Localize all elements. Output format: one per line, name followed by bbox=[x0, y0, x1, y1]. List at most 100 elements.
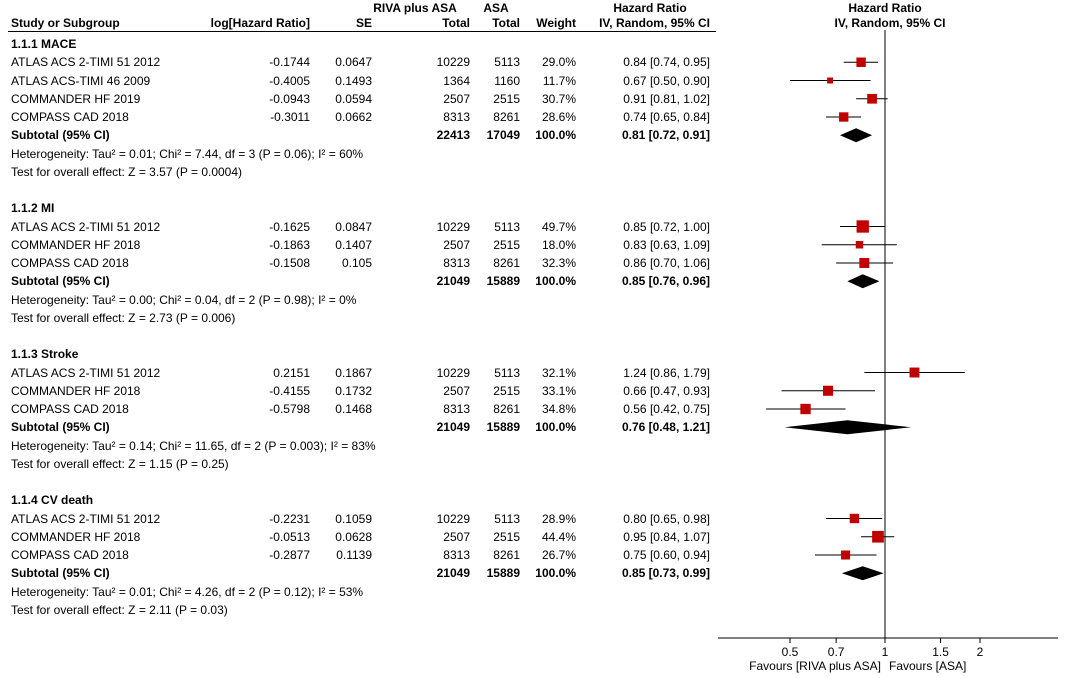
study-total-trt: 10229 bbox=[436, 511, 470, 526]
study-total-trt: 1364 bbox=[443, 73, 470, 88]
subtotal-diamond bbox=[784, 420, 912, 435]
study-total-trt: 8313 bbox=[443, 110, 470, 124]
study-se: 0.1732 bbox=[335, 383, 372, 398]
study-se: 0.0594 bbox=[335, 91, 372, 106]
study-name: COMPASS CAD 2018 bbox=[11, 402, 129, 416]
header-forest-ci: IV, Random, 95% CI bbox=[834, 16, 946, 30]
study-total-trt: 2507 bbox=[443, 529, 470, 544]
heterogeneity-text: Heterogeneity: Tau² = 0.14; Chi² = 11.65… bbox=[11, 438, 376, 453]
study-name: COMPASS CAD 2018 bbox=[11, 256, 129, 270]
study-loghr: -0.1625 bbox=[269, 219, 310, 234]
study-ci: 0.83 [0.63, 1.09] bbox=[623, 237, 710, 252]
subtotal-diamond bbox=[841, 566, 884, 581]
study-ci: 0.85 [0.72, 1.00] bbox=[623, 219, 710, 234]
x-label-favours-control: Favours [ASA] bbox=[889, 659, 966, 673]
study-name: COMMANDER HF 2019 bbox=[11, 91, 141, 106]
study-loghr: -0.1508 bbox=[269, 256, 310, 270]
study-se: 0.1407 bbox=[335, 237, 372, 252]
study-loghr: 0.2151 bbox=[273, 365, 310, 380]
study-se: 0.1468 bbox=[335, 402, 372, 416]
study-total-ctl: 8261 bbox=[493, 256, 520, 270]
subgroup-title: 1.1.3 Stroke bbox=[11, 347, 79, 362]
x-tick-label: 1 bbox=[882, 645, 889, 659]
study-ci: 0.56 [0.42, 0.75] bbox=[623, 402, 710, 416]
study-marker bbox=[856, 220, 869, 233]
study-total-ctl: 2515 bbox=[493, 529, 520, 544]
study-name: COMPASS CAD 2018 bbox=[11, 548, 129, 562]
study-total-ctl: 8261 bbox=[493, 402, 520, 416]
study-total-ctl: 8261 bbox=[493, 548, 520, 562]
x-tick-label: 0.7 bbox=[828, 645, 845, 659]
subtotal-ci: 0.85 [0.76, 0.96] bbox=[621, 274, 710, 289]
study-marker bbox=[867, 93, 877, 104]
subtotal-diamond bbox=[847, 274, 880, 289]
header-hazard-ratio: Hazard Ratio bbox=[613, 1, 687, 15]
study-total-trt: 2507 bbox=[443, 383, 470, 398]
study-se: 0.1867 bbox=[335, 365, 372, 380]
subtotal-ci: 0.81 [0.72, 0.91] bbox=[621, 128, 710, 143]
study-total-trt: 2507 bbox=[443, 91, 470, 106]
x-tick-label: 2 bbox=[977, 645, 984, 659]
study-ci: 0.86 [0.70, 1.06] bbox=[623, 256, 710, 270]
header-se: SE bbox=[355, 16, 372, 30]
study-total-trt: 10229 bbox=[436, 365, 470, 380]
study-weight: 33.1% bbox=[541, 383, 576, 398]
study-marker bbox=[856, 57, 866, 67]
header-group-asa: ASA bbox=[483, 1, 509, 15]
study-loghr: -0.2231 bbox=[269, 511, 310, 526]
study-se: 0.1059 bbox=[335, 511, 372, 526]
subtotal-label: Subtotal (95% CI) bbox=[11, 566, 110, 581]
subtotal-ci: 0.85 [0.73, 0.99] bbox=[621, 566, 710, 581]
study-name: COMMANDER HF 2018 bbox=[11, 383, 141, 398]
subtotal-label: Subtotal (95% CI) bbox=[11, 420, 110, 435]
subtotal-diamond bbox=[839, 128, 873, 143]
study-loghr: -0.0943 bbox=[269, 91, 310, 106]
study-loghr: -0.4155 bbox=[269, 383, 310, 398]
study-se: 0.0662 bbox=[335, 110, 372, 124]
subtotal-weight: 100.0% bbox=[535, 128, 576, 143]
study-marker bbox=[800, 403, 811, 415]
subgroup-title: 1.1.1 MACE bbox=[11, 37, 77, 51]
study-name: ATLAS ACS-TIMI 46 2009 bbox=[11, 73, 151, 88]
subtotal-total-ctl: 15889 bbox=[486, 274, 520, 289]
study-loghr: -0.1744 bbox=[269, 55, 310, 70]
x-tick-label: 1.5 bbox=[932, 645, 949, 659]
overall-effect-text: Test for overall effect: Z = 2.73 (P = 0… bbox=[11, 310, 236, 325]
study-ci: 0.84 [0.74, 0.95] bbox=[623, 55, 710, 70]
study-marker bbox=[841, 550, 851, 560]
study-marker bbox=[839, 112, 849, 122]
study-weight: 29.0% bbox=[541, 55, 576, 70]
subtotal-total-trt: 21049 bbox=[436, 420, 470, 435]
study-weight: 26.7% bbox=[541, 548, 576, 562]
study-se: 0.1139 bbox=[336, 548, 372, 562]
study-weight: 32.1% bbox=[541, 365, 576, 380]
heterogeneity-text: Heterogeneity: Tau² = 0.01; Chi² = 4.26,… bbox=[11, 584, 364, 599]
study-loghr: -0.1863 bbox=[269, 237, 310, 252]
overall-effect-text: Test for overall effect: Z = 2.11 (P = 0… bbox=[11, 602, 228, 617]
study-total-ctl: 2515 bbox=[493, 91, 520, 106]
study-total-ctl: 8261 bbox=[493, 110, 520, 124]
overall-effect-text: Test for overall effect: Z = 1.15 (P = 0… bbox=[11, 456, 229, 471]
overall-effect-text: Test for overall effect: Z = 3.57 (P = 0… bbox=[11, 164, 243, 179]
study-marker bbox=[859, 258, 870, 268]
header-loghr: log[Hazard Ratio] bbox=[210, 16, 310, 30]
study-weight: 28.9% bbox=[541, 511, 576, 526]
study-loghr: -0.2877 bbox=[269, 548, 310, 562]
study-total-ctl: 5113 bbox=[494, 365, 520, 380]
x-label-favours-treatment: Favours [RIVA plus ASA] bbox=[749, 659, 881, 673]
study-name: ATLAS ACS 2-TIMI 51 2012 bbox=[11, 55, 161, 70]
header-weight: Weight bbox=[536, 16, 576, 30]
study-total-ctl: 5113 bbox=[494, 219, 520, 234]
study-name: ATLAS ACS 2-TIMI 51 2012 bbox=[11, 511, 161, 526]
subtotal-ci: 0.76 [0.48, 1.21] bbox=[621, 420, 710, 435]
study-total-trt: 10229 bbox=[436, 55, 470, 70]
study-marker bbox=[872, 530, 884, 543]
subtotal-total-ctl: 15889 bbox=[486, 420, 520, 435]
study-name: COMMANDER HF 2018 bbox=[11, 529, 141, 544]
header-forest-hazard-ratio: Hazard Ratio bbox=[848, 1, 922, 15]
header-rule bbox=[8, 31, 716, 32]
study-total-trt: 2507 bbox=[443, 237, 470, 252]
